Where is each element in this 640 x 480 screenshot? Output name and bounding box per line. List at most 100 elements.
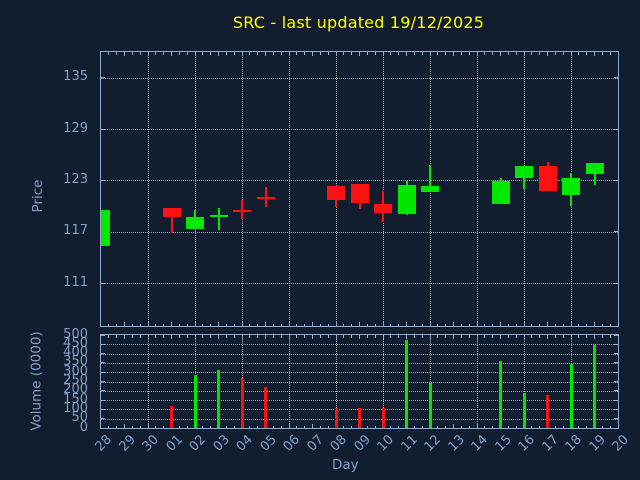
x-major-tick bbox=[218, 335, 219, 339]
x-minor-tick bbox=[155, 335, 157, 338]
y-major-tick bbox=[101, 343, 105, 345]
y-gridline bbox=[101, 231, 618, 233]
x-minor-tick bbox=[445, 335, 447, 338]
volume-bar bbox=[358, 407, 361, 428]
y-major-tick bbox=[101, 353, 105, 355]
x-minor-tick bbox=[108, 323, 110, 326]
x-minor-tick bbox=[609, 323, 611, 326]
x-minor-tick bbox=[578, 335, 580, 338]
x-major-tick bbox=[547, 322, 548, 326]
x-gridline bbox=[242, 52, 243, 326]
x-minor-tick bbox=[178, 323, 180, 326]
y-major-tick bbox=[101, 335, 105, 336]
x-major-tick bbox=[500, 322, 501, 326]
x-minor-tick bbox=[131, 425, 133, 428]
x-minor-tick bbox=[484, 323, 486, 326]
x-minor-tick bbox=[578, 323, 580, 326]
x-major-tick bbox=[453, 335, 454, 339]
y-tick-label: 200 bbox=[63, 382, 88, 398]
x-major-tick bbox=[359, 52, 360, 56]
x-minor-tick bbox=[319, 52, 321, 55]
candle-body bbox=[350, 183, 369, 203]
x-minor-tick bbox=[249, 335, 251, 338]
candle-wick bbox=[241, 200, 243, 219]
x-minor-tick bbox=[116, 425, 118, 428]
x-minor-tick bbox=[296, 335, 298, 338]
x-minor-tick bbox=[343, 335, 345, 338]
volume-bar bbox=[170, 405, 173, 428]
x-minor-tick bbox=[225, 425, 227, 428]
volume-panel bbox=[100, 334, 619, 429]
x-major-tick bbox=[124, 322, 125, 326]
x-minor-tick bbox=[366, 323, 368, 326]
x-minor-tick bbox=[390, 425, 392, 428]
x-minor-tick bbox=[507, 52, 509, 55]
x-major-tick bbox=[147, 424, 149, 428]
x-minor-tick bbox=[421, 52, 423, 55]
x-minor-tick bbox=[531, 52, 533, 55]
x-minor-tick bbox=[186, 323, 188, 326]
y-gridline bbox=[101, 129, 618, 131]
volume-bar bbox=[593, 345, 596, 428]
x-minor-tick bbox=[210, 52, 212, 55]
x-minor-tick bbox=[249, 425, 251, 428]
x-minor-tick bbox=[578, 425, 580, 428]
x-minor-tick bbox=[280, 335, 282, 338]
volume-axis-label: Volume (0000) bbox=[28, 331, 45, 431]
x-major-tick bbox=[429, 322, 431, 326]
x-minor-tick bbox=[272, 425, 274, 428]
candle-body bbox=[233, 209, 251, 213]
x-minor-tick bbox=[272, 52, 274, 55]
x-major-tick bbox=[265, 52, 266, 56]
x-major-tick bbox=[500, 335, 501, 339]
x-major-tick bbox=[406, 52, 407, 56]
x-minor-tick bbox=[531, 425, 533, 428]
x-minor-tick bbox=[554, 323, 556, 326]
x-minor-tick bbox=[366, 52, 368, 55]
y-major-tick bbox=[614, 399, 618, 401]
x-minor-tick bbox=[609, 52, 611, 55]
x-minor-tick bbox=[351, 335, 353, 338]
x-major-tick bbox=[476, 322, 478, 326]
x-minor-tick bbox=[601, 52, 603, 55]
y-gridline bbox=[101, 283, 618, 285]
x-major-tick bbox=[335, 322, 337, 326]
y-major-tick bbox=[101, 128, 105, 130]
x-minor-tick bbox=[272, 335, 274, 338]
x-minor-tick bbox=[210, 425, 212, 428]
x-minor-tick bbox=[178, 335, 180, 338]
y-major-tick bbox=[101, 282, 105, 284]
x-minor-tick bbox=[398, 323, 400, 326]
x-minor-tick bbox=[390, 323, 392, 326]
x-major-tick bbox=[147, 52, 149, 56]
volume-bar bbox=[569, 363, 573, 428]
x-major-tick bbox=[382, 322, 384, 326]
y-tick-label: 123 bbox=[63, 171, 88, 187]
y-major-tick bbox=[614, 335, 618, 336]
x-minor-tick bbox=[374, 52, 376, 55]
x-minor-tick bbox=[554, 52, 556, 55]
x-minor-tick bbox=[468, 425, 470, 428]
y-major-tick bbox=[101, 381, 105, 382]
x-minor-tick bbox=[492, 335, 494, 338]
x-minor-tick bbox=[202, 335, 204, 338]
x-minor-tick bbox=[601, 335, 603, 338]
x-major-tick bbox=[523, 322, 525, 326]
x-major-tick bbox=[241, 52, 243, 56]
y-major-tick bbox=[614, 128, 618, 130]
y-gridline bbox=[101, 390, 618, 392]
y-tick-label: 250 bbox=[63, 373, 88, 388]
y-major-tick bbox=[101, 427, 105, 428]
x-minor-tick bbox=[492, 52, 494, 55]
x-major-tick bbox=[429, 335, 431, 339]
x-minor-tick bbox=[398, 425, 400, 428]
x-minor-tick bbox=[445, 425, 447, 428]
x-major-tick bbox=[147, 335, 149, 339]
x-major-tick bbox=[335, 335, 337, 339]
x-minor-tick bbox=[304, 323, 306, 326]
x-minor-tick bbox=[225, 323, 227, 326]
x-minor-tick bbox=[562, 335, 564, 338]
candle-wick bbox=[170, 207, 173, 233]
y-gridline bbox=[101, 362, 618, 364]
x-minor-tick bbox=[437, 52, 439, 55]
